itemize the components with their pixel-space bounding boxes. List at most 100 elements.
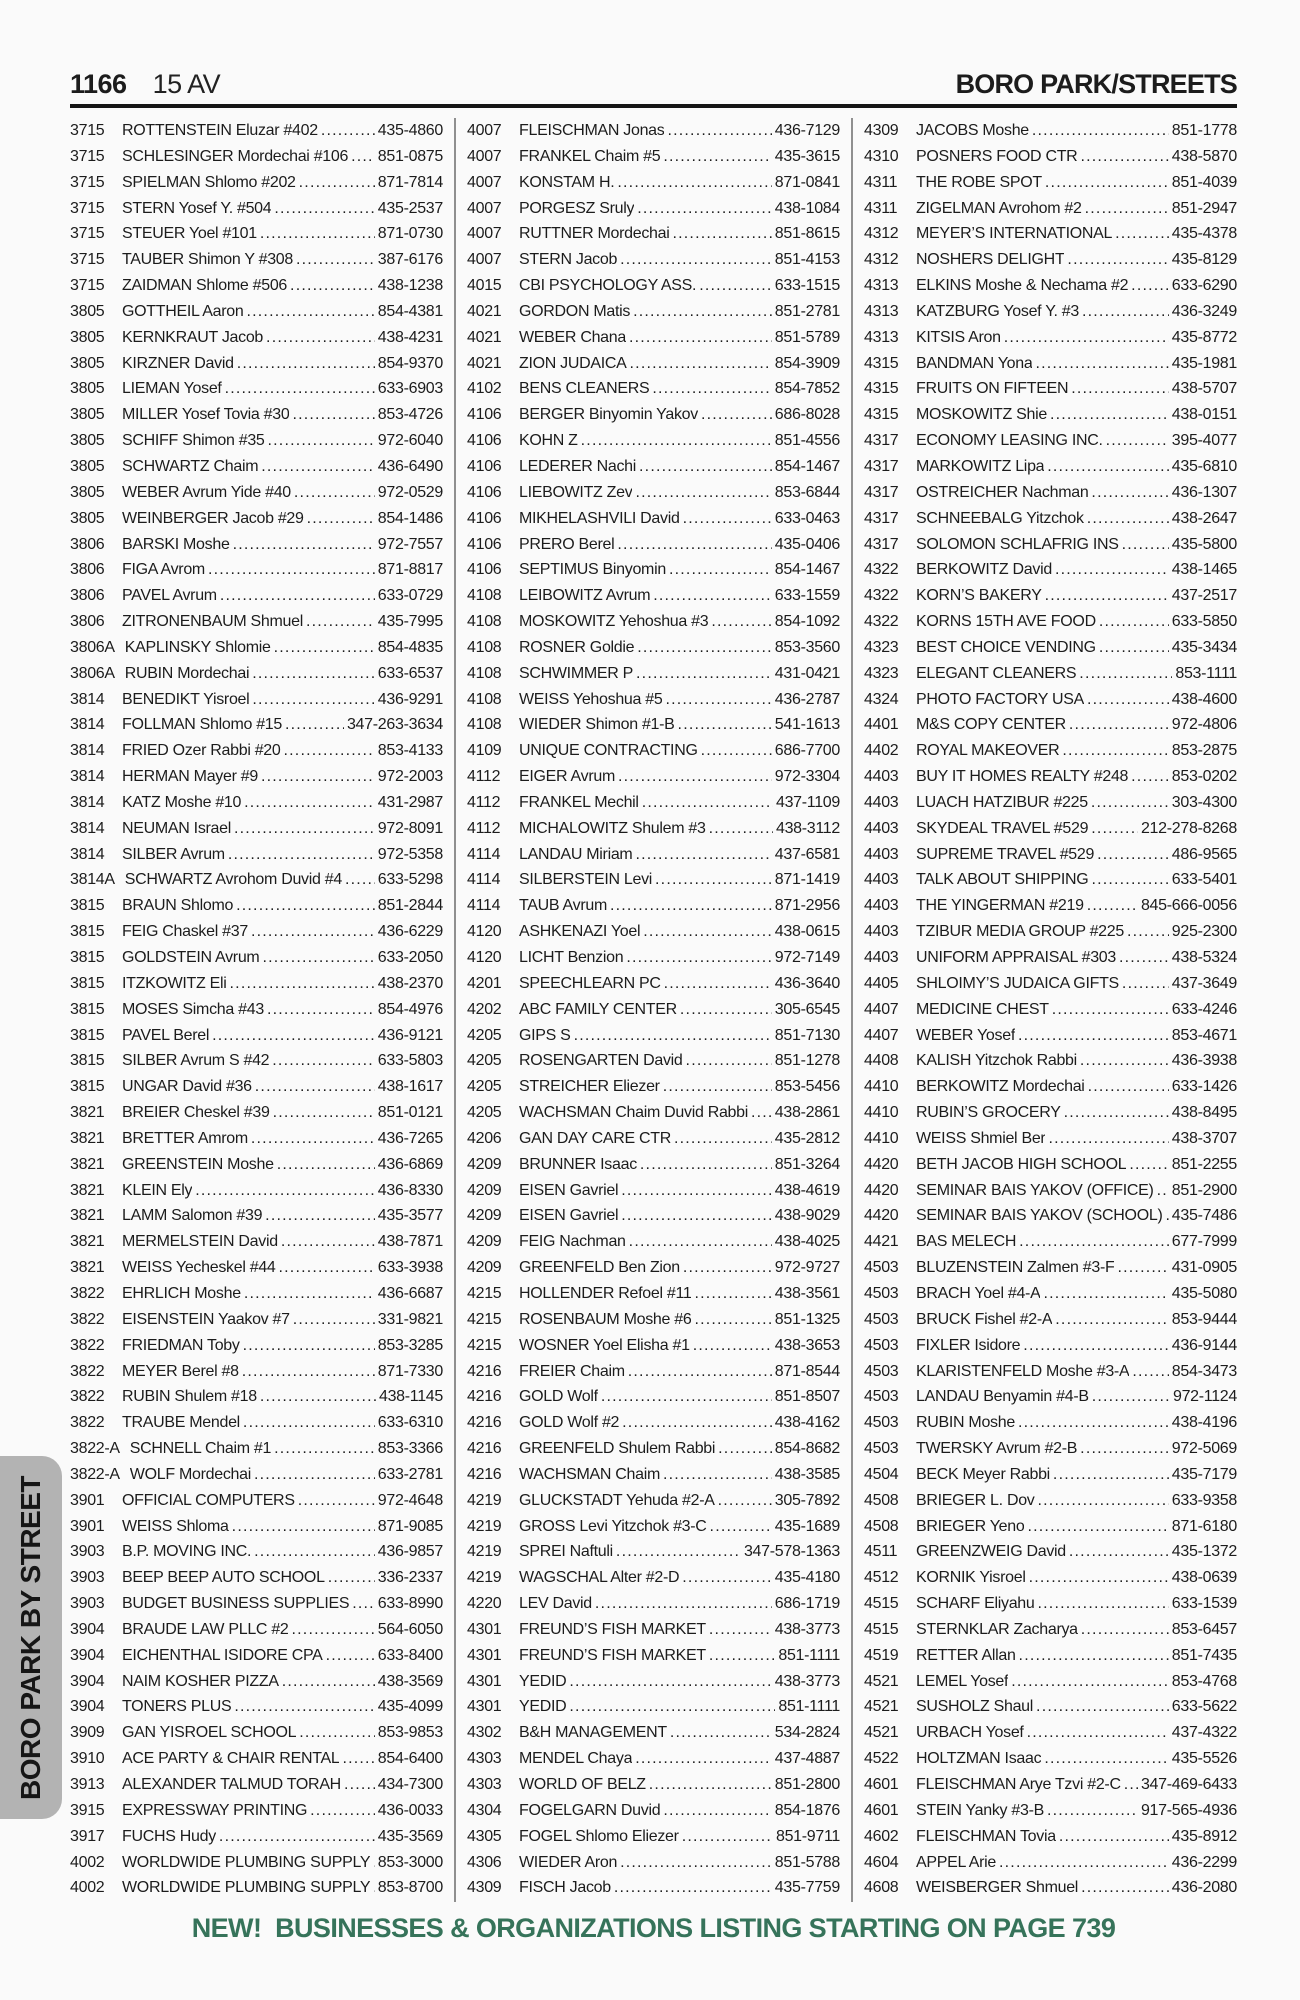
subscriber-name: FIXLER Isidore [916, 1336, 1021, 1354]
subscriber-name: BRUNNER Isaac [519, 1155, 637, 1173]
subscriber-name: LEIBOWITZ Avrum [519, 587, 651, 605]
subscriber-name: WEISS Shloma [122, 1517, 229, 1535]
street-number: 4313 [864, 302, 899, 320]
phone-number: 633-1539 [1171, 1595, 1238, 1613]
street-number: 4216 [467, 1465, 502, 1483]
phone-number: 212-278-8268 [1140, 819, 1237, 837]
directory-entry: 3814A SCHWARTZ Avrohom Duvid #4 633-5298 [70, 867, 443, 893]
subscriber-name: ALEXANDER TALMUD TORAH [122, 1776, 341, 1793]
subscriber-name: WIEDER Shimon #1-B [519, 716, 675, 734]
subscriber-name: STREICHER Eliezer [519, 1078, 660, 1096]
phone-number: 303-4300 [1171, 793, 1238, 811]
street-number: 4301 [467, 1620, 502, 1638]
directory-entry: 4317 MARKOWITZ Lipa 435-6810 [864, 454, 1237, 480]
page-number: 1166 [70, 69, 127, 99]
dot-leader [569, 1669, 771, 1695]
dot-leader [230, 971, 375, 997]
dot-leader [284, 738, 375, 764]
dot-leader [373, 1875, 375, 1901]
dot-leader [373, 1850, 375, 1876]
phone-number: 851-2255 [1171, 1155, 1238, 1173]
directory-entry: 4309 JACOBS Moshe 851-1778 [864, 118, 1237, 144]
dot-leader [1043, 1281, 1168, 1307]
street-number: 4313 [864, 328, 899, 346]
dot-leader [1064, 1100, 1169, 1126]
dot-leader [342, 1746, 374, 1772]
phone-number: 851-1278 [774, 1052, 841, 1070]
directory-entry: 4209 EISEN Gavriel 438-4619 [467, 1178, 840, 1204]
subscriber-name: ELKINS Moshe & Nechama #2 [916, 277, 1129, 295]
subscriber-name: LUACH HATZIBUR #225 [916, 793, 1088, 811]
directory-entry: 4108 SCHWIMMER P 431-0421 [467, 661, 840, 687]
street-number: 3903 [70, 1569, 105, 1587]
dot-leader [236, 893, 375, 919]
phone-number: 564-6050 [377, 1620, 444, 1638]
subscriber-name: KONSTAM H. [519, 173, 615, 191]
phone-number: 435-3434 [1171, 638, 1238, 656]
directory-entry: 4106 MIKHELASHVILI David 633-0463 [467, 506, 840, 532]
street-number: 3806 [70, 535, 105, 553]
directory-entry: 4215 WOSNER Yoel Elisha #1 438-3653 [467, 1333, 840, 1359]
phone-number: 436-6490 [377, 457, 444, 475]
subscriber-name: WORLDWIDE PLUMBING SUPPLY [122, 1853, 371, 1871]
dot-leader [1115, 221, 1169, 247]
subscriber-name: SCHWARTZ Chaim [122, 457, 259, 475]
street-number: 4601 [864, 1776, 899, 1793]
phone-number: 438-0639 [1171, 1569, 1238, 1587]
street-number: 4515 [864, 1595, 899, 1613]
subscriber-name: GORDON Matis [519, 302, 631, 320]
dot-leader [279, 1255, 375, 1281]
directory-entry: 3805 KIRZNER David 854-9370 [70, 351, 443, 377]
directory-entry: 3917 FUCHS Hudy 435-3569 [70, 1824, 443, 1850]
subscriber-name: SPEECHLEARN PC [519, 974, 661, 992]
directory-entry: 4521 URBACH Yosef 437-4322 [864, 1720, 1237, 1746]
dot-leader [294, 480, 375, 506]
subscriber-name: UNGAR David #36 [122, 1078, 252, 1096]
subscriber-name: NOSHERS DELIGHT [916, 251, 1065, 269]
street-number: 4317 [864, 457, 899, 475]
phone-number: 972-9727 [774, 1259, 841, 1277]
dot-leader [225, 376, 375, 402]
dot-leader [266, 325, 375, 351]
directory-entry: 4302 B&H MANAGEMENT 534-2824 [467, 1720, 840, 1746]
header-left: 1166 15 AV [70, 69, 221, 100]
phone-number: 853-8700 [377, 1879, 444, 1897]
street-number: 4410 [864, 1129, 899, 1147]
street-number: 3814 [70, 690, 105, 708]
dot-leader [299, 1720, 375, 1746]
subscriber-name: YEDID [519, 1672, 567, 1690]
subscriber-name: FOGEL Shlomo Eliezer [519, 1827, 679, 1845]
directory-entry: 4108 WIEDER Shimon #1-B 541-1613 [467, 712, 840, 738]
directory-entry: 4511 GREENZWEIG David 435-1372 [864, 1539, 1237, 1565]
directory-entry: 3814 KATZ Moshe #10 431-2987 [70, 790, 443, 816]
directory-entry: 4601 STEIN Yanky #3-B 917-565-4936 [864, 1798, 1237, 1824]
directory-entry: 4508 BRIEGER Yeno 871-6180 [864, 1514, 1237, 1540]
directory-entry: 3805 SCHWARTZ Chaim 436-6490 [70, 454, 443, 480]
subscriber-name: EISENSTEIN Yaakov #7 [122, 1310, 290, 1328]
street-number: 3904 [70, 1646, 105, 1664]
directory-entry: 4112 EIGER Avrum 972-3304 [467, 764, 840, 790]
dot-leader [667, 118, 771, 144]
directory-entry: 3806A RUBIN Mordechai 633-6537 [70, 661, 443, 687]
phone-number: 972-7149 [774, 949, 841, 966]
street-number: 3805 [70, 509, 105, 527]
street-number: 4420 [864, 1155, 899, 1173]
subscriber-name: FUCHS Hudy [122, 1827, 216, 1845]
subscriber-name: BERKOWITZ David [916, 561, 1052, 579]
street-number: 4112 [467, 819, 501, 837]
street-number: 3715 [70, 173, 105, 191]
directory-entry: 4201 SPEECHLEARN PC 436-3640 [467, 971, 840, 997]
phone-number: 438-5324 [1171, 949, 1238, 966]
subscriber-name: WEISBERGER Shmuel [916, 1879, 1079, 1897]
street-number: 4106 [467, 561, 502, 579]
subscriber-name: BARSKI Moshe [122, 535, 230, 553]
directory-entry: 4310 POSNERS FOOD CTR 438-5870 [864, 144, 1237, 170]
dot-leader [1080, 1048, 1169, 1074]
street-number: 3815 [70, 949, 105, 966]
directory-entry: 3806 ZITRONENBAUM Shmuel 435-7995 [70, 609, 443, 635]
subscriber-name: FEIG Chaskel #37 [122, 923, 248, 941]
dot-leader [299, 170, 375, 196]
dot-leader [710, 1514, 772, 1540]
subscriber-name: GOLD Wolf #2 [519, 1414, 620, 1432]
subscriber-name: NEUMAN Israel [122, 819, 232, 837]
